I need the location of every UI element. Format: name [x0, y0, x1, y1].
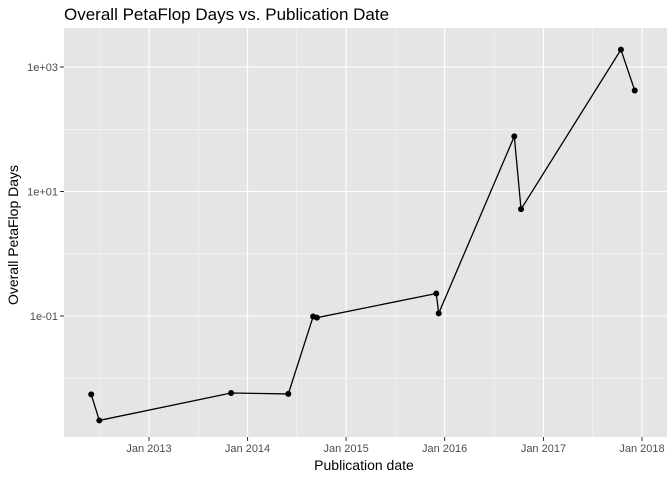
data-point-5 [313, 314, 320, 321]
y-axis-title: Overall PetaFlop Days [5, 165, 21, 305]
data-point-0 [88, 391, 95, 398]
data-point-1 [96, 417, 103, 424]
data-point-8 [511, 133, 518, 140]
x-tick-label-3: Jan 2016 [422, 443, 467, 455]
x-tick-label-5: Jan 2018 [619, 443, 664, 455]
x-tick-label-1: Jan 2014 [225, 443, 270, 455]
chart-title: Overall PetaFlop Days vs. Publication Da… [64, 5, 389, 24]
data-point-6 [433, 290, 440, 297]
grid-major [64, 28, 667, 437]
axes-layer: Jan 2013 Jan 2014 Jan 2015 Jan 2016 Jan 2017… [27, 62, 665, 455]
x-tick-label-2: Jan 2015 [323, 443, 368, 455]
data-point-10 [617, 46, 624, 53]
series-layer [88, 46, 638, 424]
data-point-11 [631, 87, 638, 94]
x-axis-title: Publication date [314, 457, 414, 473]
y-tick-label-2: 1e+03 [27, 62, 58, 74]
y-tick-label-1: 1e+01 [27, 187, 58, 199]
x-tick-label-0: Jan 2013 [126, 443, 171, 455]
series-line-0 [90, 48, 636, 422]
data-point-7 [435, 310, 442, 317]
data-point-2 [228, 389, 235, 396]
data-point-9 [518, 206, 525, 213]
x-tick-label-4: Jan 2017 [521, 443, 566, 455]
y-tick-label-0: 1e-01 [30, 311, 58, 323]
plot-panel [64, 28, 667, 437]
grid-minor [64, 28, 667, 437]
data-point-3 [285, 390, 292, 397]
